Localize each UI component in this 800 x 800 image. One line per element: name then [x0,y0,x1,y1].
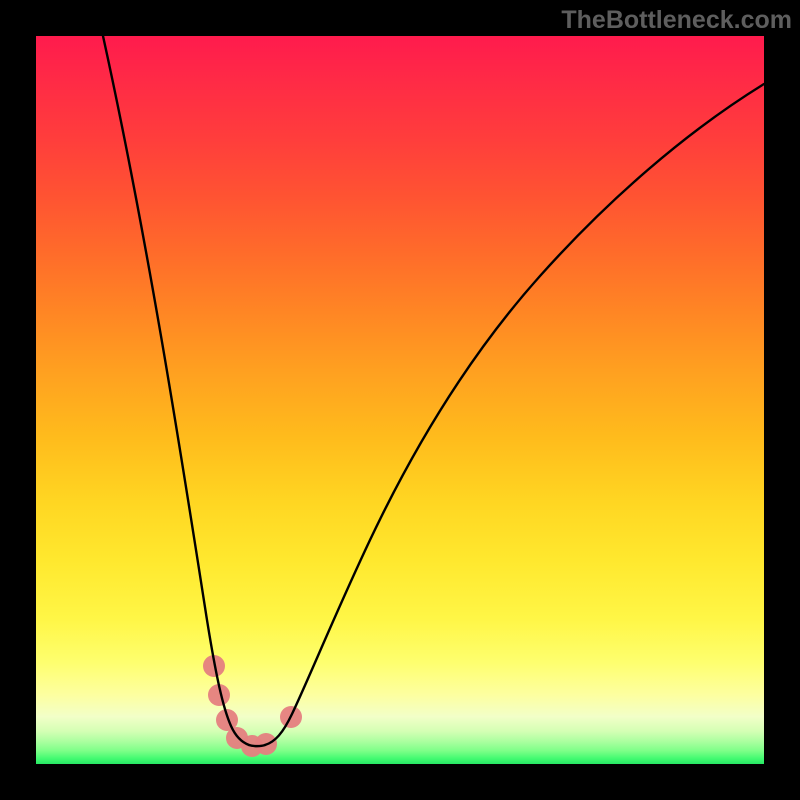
curve-bottom [249,745,265,746]
curve-layer [0,0,800,800]
watermark-text: TheBottleneck.com [561,6,792,35]
marker-group [203,655,302,757]
curve-right [265,84,764,745]
chart-frame: TheBottleneck.com [0,0,800,800]
curve-left [103,36,249,745]
